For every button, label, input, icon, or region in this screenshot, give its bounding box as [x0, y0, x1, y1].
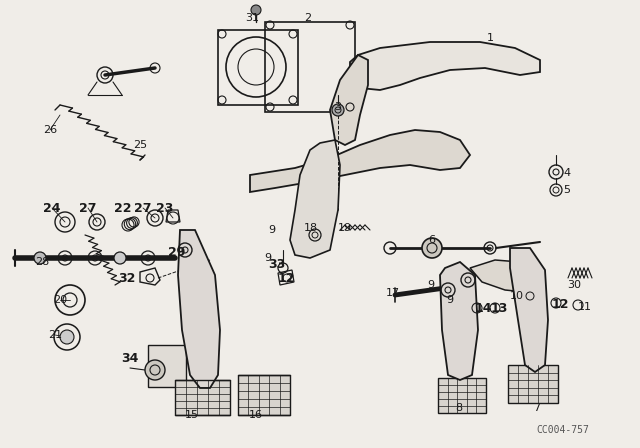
- Text: 2: 2: [305, 13, 312, 23]
- Polygon shape: [330, 55, 368, 145]
- Text: 24: 24: [44, 202, 61, 215]
- Text: 4: 4: [563, 168, 571, 178]
- Text: 26: 26: [43, 125, 57, 135]
- Polygon shape: [350, 42, 540, 90]
- Bar: [148, 345, 186, 387]
- Circle shape: [114, 252, 126, 264]
- Text: 32: 32: [118, 271, 136, 284]
- Text: 12: 12: [277, 271, 295, 284]
- Text: 34: 34: [122, 352, 139, 365]
- Text: 7: 7: [533, 403, 541, 413]
- Circle shape: [422, 238, 442, 258]
- Text: 10: 10: [510, 291, 524, 301]
- Bar: [508, 365, 558, 403]
- Bar: [238, 375, 290, 415]
- Polygon shape: [470, 260, 538, 292]
- Polygon shape: [250, 130, 470, 192]
- Text: 30: 30: [567, 280, 581, 290]
- Text: 15: 15: [185, 410, 199, 420]
- Polygon shape: [178, 230, 220, 388]
- Text: 9: 9: [264, 253, 271, 263]
- Text: 25: 25: [133, 140, 147, 150]
- Polygon shape: [510, 248, 548, 372]
- Text: 5: 5: [563, 185, 570, 195]
- Text: 1: 1: [486, 33, 493, 43]
- Text: 8: 8: [456, 403, 463, 413]
- Bar: [175, 380, 230, 415]
- Bar: [265, 22, 355, 112]
- Text: 9: 9: [428, 280, 435, 290]
- Polygon shape: [440, 262, 478, 380]
- Text: 11: 11: [578, 302, 592, 312]
- Text: 31: 31: [245, 13, 259, 23]
- Text: 6: 6: [429, 235, 435, 245]
- Text: 33: 33: [268, 258, 285, 271]
- Text: 12: 12: [551, 297, 569, 310]
- Text: 29: 29: [168, 246, 186, 258]
- Circle shape: [60, 330, 74, 344]
- Text: 28: 28: [35, 257, 49, 267]
- Circle shape: [332, 104, 344, 116]
- Text: 16: 16: [249, 410, 263, 420]
- Text: 21: 21: [48, 330, 62, 340]
- Text: 19: 19: [338, 223, 352, 233]
- Text: 18: 18: [304, 223, 318, 233]
- Bar: [218, 30, 298, 105]
- Text: 17: 17: [386, 288, 400, 298]
- Bar: [438, 378, 486, 413]
- Circle shape: [251, 5, 261, 15]
- Text: 14: 14: [474, 302, 492, 314]
- Circle shape: [34, 252, 46, 264]
- Polygon shape: [290, 140, 340, 258]
- Text: 9: 9: [447, 295, 454, 305]
- Text: 9: 9: [268, 225, 276, 235]
- Text: 20: 20: [53, 295, 67, 305]
- Text: 27: 27: [79, 202, 97, 215]
- Text: 23: 23: [156, 202, 173, 215]
- Circle shape: [145, 360, 165, 380]
- Text: CC004-757: CC004-757: [536, 425, 589, 435]
- Text: 22: 22: [115, 202, 132, 215]
- Text: 13: 13: [490, 302, 508, 314]
- Text: 27: 27: [134, 202, 152, 215]
- Text: 3: 3: [335, 102, 342, 112]
